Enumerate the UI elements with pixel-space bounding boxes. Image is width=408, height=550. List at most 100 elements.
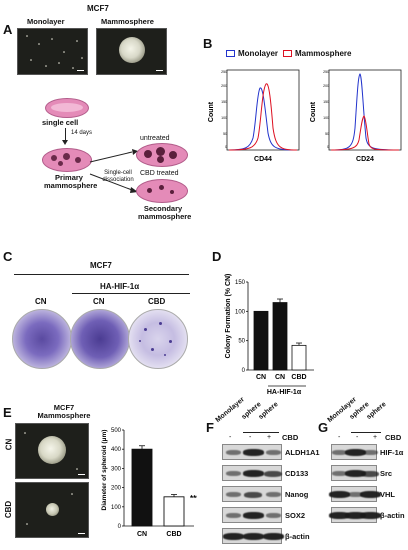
dish-label-cn1: CN [35,297,47,306]
d-bar [272,302,288,371]
e-row-label-cn: CN [4,438,14,451]
legend-mammosphere: Mammosphere [295,49,352,58]
b2-ytick-50: 50 [325,132,329,136]
b1-ytick-50: 50 [223,132,227,136]
legend-monolayer: Monolayer [238,49,279,58]
panel-e-title: MCF7 Mammosphere [34,404,94,420]
arrowhead-down-icon [62,140,68,145]
legend-swatch-monolayer [226,50,235,57]
panel-c-cell-line: MCF7 [90,261,112,270]
dish-label-cbd: CBD [148,297,166,306]
f-blot-row [222,465,282,481]
cn-spheroid-micrograph [15,423,89,479]
mammosphere-micrograph [96,28,167,75]
f-protein-label: ALDH1A1 [285,448,320,457]
colony-formation-chart: Colony Formation (% CN) HA-HIF-1α 0 50 100… [225,274,314,396]
g-sphere-line [351,432,381,433]
e-ytick-label: 100 [111,505,122,511]
g-band [344,512,366,519]
b1-xlabel: CD44 [254,156,272,163]
g-blot-row [329,486,381,502]
g-cbd-1: - [356,434,359,441]
e-ytick-label: 400 [111,447,122,453]
panel-a-label: A [3,22,13,37]
cd24-monolayer-curve [330,73,400,151]
cd24-mammosphere-curve [330,115,400,151]
g-cbd-0: - [338,434,341,441]
dish-label-cn2: CN [93,297,105,306]
g-protein-label: HIF-1α [380,448,404,457]
f-band [244,491,262,498]
panel-a-img2-label: Mammosphere [101,17,154,26]
cbd-treated-label: CBD treated [140,170,179,177]
monolayer-micrograph [17,28,88,75]
f-band [222,533,244,540]
e-significance: *** [190,494,197,503]
panel-b-label: B [203,36,213,51]
f-blot-row [222,444,282,460]
e-category-label: CBD [166,531,181,538]
primary-mammosphere-dish [42,148,92,172]
panel-e-label: E [3,405,12,420]
f-band [225,471,241,476]
d-ytick-label: 100 [235,309,246,315]
panel-a-img1-label: Monolayer [27,17,65,26]
days-label: 14 days [71,130,93,136]
b2-ytick-200: 200 [323,84,329,88]
e-ytick-label: 300 [111,466,122,472]
f-band [264,470,282,477]
g-band [332,450,348,455]
f-band [242,512,264,519]
d-group-label: HA-HIF-1α [267,389,302,396]
b1-ytick-100: 100 [221,116,227,120]
g-band [332,471,348,476]
b1-ytick-0: 0 [225,145,227,149]
g-blot-row [331,465,380,481]
untreated-dish [136,143,188,167]
b1-ylabel: Count [208,101,215,122]
f-protein-label: CD133 [285,469,309,478]
f-blot-row [222,507,282,523]
western-blot-g: HIF-1α Src VHL β-actin [329,444,408,534]
panel-e-title-line2: Mammosphere [37,411,91,420]
f-blot-row [222,528,284,544]
colony-dish-cn [12,309,72,369]
arrow-down-icon [65,128,66,142]
e-ytick-label: 0 [118,524,122,530]
f-band [225,513,241,518]
g-band [359,491,381,498]
b2-xlabel: CD24 [356,156,374,163]
f-cbd-label: CBD [282,433,299,442]
e-ytick-label: 200 [111,486,122,492]
legend-swatch-mammosphere [283,50,292,57]
b2-ylabel: Count [310,101,317,122]
d-category-label: CN [275,374,285,381]
g-band [329,491,351,498]
g-band [362,450,378,455]
f-protein-label: β-actin [285,532,310,541]
f-band [262,533,284,540]
cbd-treated-dish [136,179,188,203]
g-band [361,470,380,477]
panel-a-cell-line: MCF7 [87,4,109,13]
b2-ytick-250: 250 [323,70,329,74]
g-band [359,512,381,519]
d-category-label: CBD [291,374,306,381]
g-band [347,492,363,497]
b1-ytick-200: 200 [221,84,227,88]
g-protein-label: VHL [380,490,395,499]
secondary-mammosphere-label: Secondary mammosphere [138,204,192,221]
e-bar [163,496,185,527]
d-category-label: CN [256,374,266,381]
colony-dish-ha-cn [70,309,130,369]
f-cbd-2: + [267,434,272,441]
f-sphere-line [243,432,279,433]
single-cell-label: single cell [42,118,79,127]
e-ylabel: Diameter of spheroid (μm) [101,430,108,511]
g-blot-row [331,444,378,460]
g-cbd-2: + [373,434,378,441]
dissociation-label: Single-cell dissociation [102,170,134,183]
f-band [265,492,281,497]
f-band [225,450,241,455]
spheroid-diameter-chart: Diameter of spheroid (μm) 0 100 200 300 400 5… [101,428,197,538]
